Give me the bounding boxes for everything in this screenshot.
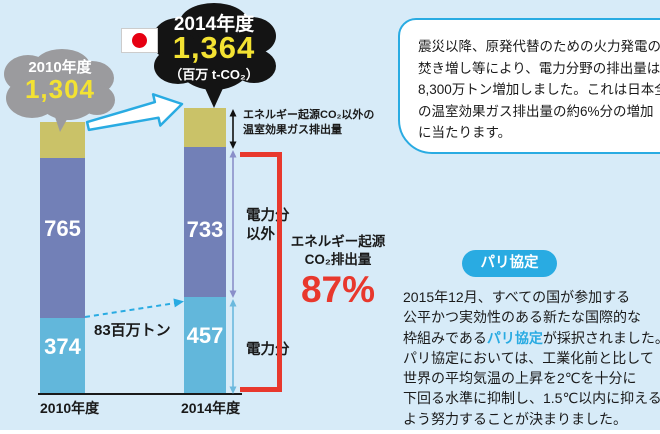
paris-text-line: パリ協定においては、工業化前と比して [403,349,654,366]
bar-2014-segment-power: 457 [184,297,226,394]
paris-line3-pre: 枠組みである [403,329,487,346]
bar-2010-segment-non-power: 765 [40,158,85,318]
other-ghg-label-line2: 温室効果ガス排出量 [243,124,342,136]
bubble-2010-value: 1,304 [24,74,96,104]
bar-2010-non-power-value: 765 [44,216,81,241]
paris-text-line: 2015年12月、すべての国が参加する [403,289,631,305]
info-box-line: の温室効果ガス排出量の約6%分の増加 [418,103,654,119]
bar-2014: 733 457 [184,108,226,394]
info-box-line: 焚き増し等により、電力分野の排出量は [418,60,660,76]
paris-line3-post: が採択されました。 [542,329,660,346]
bar-2014-segment-non-power: 733 [184,147,226,297]
bar-2010-power-value: 374 [44,334,81,359]
cloud-shape-gray [4,49,115,132]
bubble-2014-year: 2014年度 [173,14,255,35]
paris-agreement-badge: パリ協定 [462,250,557,277]
speech-bubble-2010: 2010年度 1,304 [2,48,118,134]
paris-text-line: よう努力することが決まりました。 [403,410,627,427]
other-ghg-label: エネルギー起源CO₂以外の 温室効果ガス排出量 [243,108,374,138]
energy-co2-caption: エネルギー起源 CO₂排出量 87% [282,233,394,311]
bubble-2010-year: 2010年度 [28,59,92,76]
energy-co2-caption-line1: エネルギー起源 [290,234,386,249]
paris-text-line: 世界の平均気温の上昇を2℃を十分に [403,370,637,387]
energy-co2-bracket [240,152,282,392]
bottom-margin [0,430,660,434]
bubble-2014-unit: （百万 t-CO₂） [169,67,259,82]
bar-2010: 765 374 [40,122,85,394]
energy-co2-caption-line2: CO₂排出量 [304,252,372,267]
arrow-power [229,299,237,394]
arrow-other-ghg [229,109,237,149]
cloud-shape-black [152,3,276,108]
info-box-line: 8,300万トン増加しました。これは日本全体 [418,82,660,97]
paris-text-line: 枠組みであるパリ協定が採択されました。 [403,328,660,348]
axis-label-2014: 2014年度 [181,400,241,416]
paris-agreement-link: パリ協定 [486,329,543,346]
arrow-non-power [229,150,237,298]
bubble-2014-value: 1,364 [172,30,256,65]
japan-flag-circle [132,33,147,48]
speech-bubble-2014: 2014年度 1,364 （百万 t-CO₂） [148,2,280,114]
info-box-line: 震災以降、原発代替のための火力発電の [418,39,660,54]
other-ghg-label-line1: エネルギー起源CO₂以外の [243,109,375,121]
info-box: 震災以降、原発代替のための火力発電の 焚き増し等により、電力分野の排出量は 8,… [398,18,660,154]
bar-2014-segment-other-ghg [184,108,226,147]
energy-co2-percentage: 87% [300,269,376,310]
paris-agreement-text: 2015年12月、すべての国が参加する 公平かつ実効性のある新たな国際的な 枠組… [403,287,660,429]
increase-arrow [85,93,184,132]
paris-text-line: 下回る水準に抑制し、1.5℃以内に抑える [403,390,660,407]
bar-2010-segment-other-ghg [40,122,85,158]
non-power-label-line2: 以外 [246,227,275,243]
bar-2010-segment-power: 374 [40,318,85,394]
bar-2014-non-power-value: 733 [186,217,224,242]
delta-label: 83百万トン [94,322,171,339]
x-axis-line [38,393,242,395]
bar-2014-power-value: 457 [186,323,224,348]
delta-dashed-arrow [84,298,184,318]
axis-label-2010: 2010年度 [40,400,100,416]
japan-flag-icon [121,28,158,53]
paris-text-line: 公平かつ実効性のある新たな国際的な [403,309,641,326]
info-box-line: に当たります。 [418,125,512,140]
